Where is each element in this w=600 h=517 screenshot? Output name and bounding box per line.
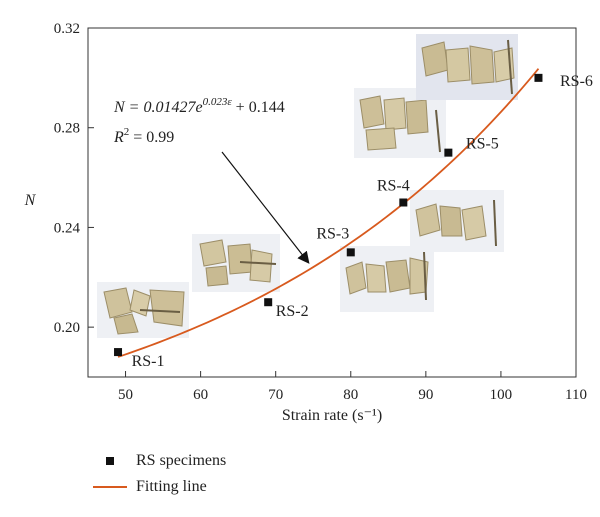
x-tick-label: 100 — [490, 387, 513, 403]
x-tick-label: 60 — [193, 387, 208, 403]
r2-suffix: = 0.99 — [129, 129, 174, 146]
point-label: RS-2 — [276, 303, 309, 320]
legend-item-fitting-line: Fitting line — [92, 474, 226, 500]
specimen-photo-rs1 — [97, 282, 189, 338]
x-tick-label: 110 — [565, 387, 587, 403]
legend-label: RS specimens — [136, 452, 227, 469]
y-tick-label: 0.24 — [54, 220, 81, 236]
annotation-arrow — [221, 151, 310, 264]
x-tick-labels: 50 60 70 80 90 100 110 — [118, 387, 587, 403]
y-tick-labels: 0.20 0.24 0.28 0.32 — [54, 21, 81, 336]
legend-square-marker-icon — [92, 457, 128, 465]
point-label: RS-5 — [466, 136, 499, 153]
fit-equation: N = 0.01427e0.023ε + 0.144 — [113, 96, 285, 116]
x-tick-label: 90 — [418, 387, 433, 403]
legend: RS specimens Fitting line — [92, 448, 226, 500]
r2-prefix: R — [113, 129, 124, 146]
y-axis-title: N — [24, 192, 37, 209]
data-point — [346, 248, 355, 257]
y-tick-label: 0.32 — [54, 21, 80, 37]
data-point — [399, 198, 408, 207]
data-point — [534, 73, 543, 82]
legend-item-rs-specimens: RS specimens — [92, 448, 226, 474]
point-label: RS-6 — [560, 73, 593, 90]
specimen-photo-rs4 — [410, 190, 504, 252]
data-point — [114, 348, 123, 357]
y-tick-label: 0.20 — [54, 320, 80, 336]
point-labels: RS-1 RS-2 RS-3 RS-4 RS-5 RS-6 — [132, 73, 593, 370]
data-point — [444, 148, 453, 157]
equation-suffix: + 0.144 — [232, 99, 285, 116]
point-label: RS-1 — [132, 353, 165, 370]
data-point — [264, 298, 273, 307]
data-points — [114, 73, 543, 357]
r-squared: R2 = 0.99 — [113, 126, 174, 146]
specimen-photos — [97, 34, 518, 338]
y-tick-label: 0.28 — [54, 121, 80, 137]
equation-exponent: 0.023ε — [203, 96, 233, 108]
legend-label: Fitting line — [136, 478, 207, 495]
specimen-photo-rs3 — [340, 246, 434, 312]
point-label: RS-4 — [377, 178, 410, 195]
x-tick-label: 70 — [268, 387, 283, 403]
chart: 50 60 70 80 90 100 110 0.20 0.24 0.28 0.32 Strain… — [24, 21, 593, 424]
specimen-photo-rs6 — [416, 34, 518, 100]
r2-exp: 2 — [124, 126, 130, 138]
equation-prefix: N = 0.01427 — [113, 99, 196, 116]
axis-ticks — [88, 27, 577, 377]
x-tick-label: 80 — [343, 387, 358, 403]
specimen-photo-rs2 — [192, 234, 280, 292]
equation-base: e — [195, 99, 202, 116]
x-tick-label: 50 — [118, 387, 133, 403]
x-axis-title: Strain rate (s⁻¹) — [282, 407, 382, 424]
plot-frame — [87, 27, 577, 378]
legend-line-marker-icon — [92, 486, 128, 488]
fitting-line — [117, 68, 540, 358]
point-label: RS-3 — [316, 225, 349, 242]
